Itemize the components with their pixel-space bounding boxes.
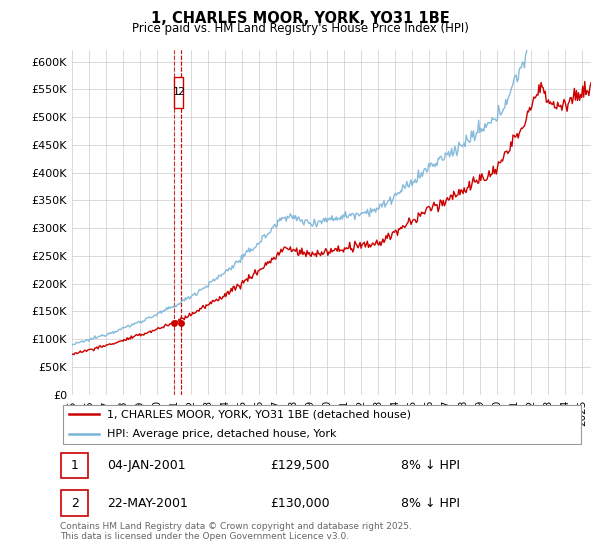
Text: 1, CHARLES MOOR, YORK, YO31 1BE (detached house): 1, CHARLES MOOR, YORK, YO31 1BE (detache… xyxy=(107,409,411,419)
Text: Contains HM Land Registry data © Crown copyright and database right 2025.
This d: Contains HM Land Registry data © Crown c… xyxy=(60,522,412,542)
Text: 1, CHARLES MOOR, YORK, YO31 1BE: 1, CHARLES MOOR, YORK, YO31 1BE xyxy=(151,11,449,26)
Text: £129,500: £129,500 xyxy=(270,459,329,472)
Text: 1: 1 xyxy=(173,87,180,97)
FancyBboxPatch shape xyxy=(174,77,183,108)
Text: 04-JAN-2001: 04-JAN-2001 xyxy=(107,459,186,472)
Text: 2: 2 xyxy=(177,87,184,97)
Text: 8% ↓ HPI: 8% ↓ HPI xyxy=(401,459,460,472)
Text: £130,000: £130,000 xyxy=(270,497,329,510)
Text: 8% ↓ HPI: 8% ↓ HPI xyxy=(401,497,460,510)
FancyBboxPatch shape xyxy=(62,405,581,444)
Text: HPI: Average price, detached house, York: HPI: Average price, detached house, York xyxy=(107,430,337,439)
Text: 1: 1 xyxy=(71,459,79,472)
Text: 2: 2 xyxy=(71,497,79,510)
FancyBboxPatch shape xyxy=(61,453,88,478)
Text: 22-MAY-2001: 22-MAY-2001 xyxy=(107,497,188,510)
FancyBboxPatch shape xyxy=(61,491,88,516)
Text: Price paid vs. HM Land Registry's House Price Index (HPI): Price paid vs. HM Land Registry's House … xyxy=(131,22,469,35)
